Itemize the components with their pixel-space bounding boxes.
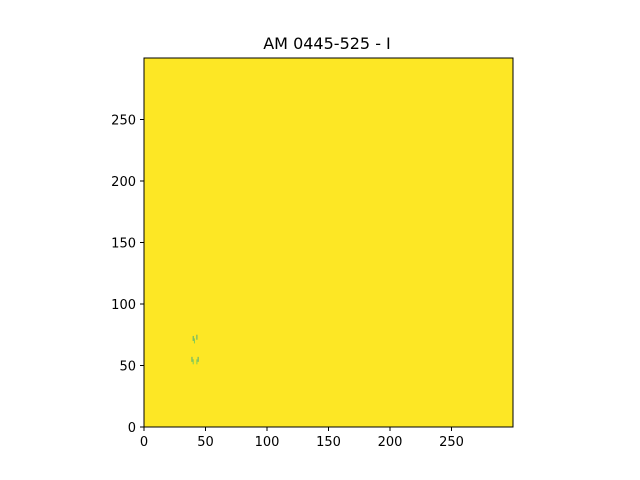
heatmap-feature-6	[196, 359, 198, 365]
y-tick-label-150: 150	[111, 237, 136, 252]
heatmap-image	[144, 58, 513, 427]
heatmap-feature-1	[196, 334, 198, 340]
heatmap-feature-4	[197, 356, 199, 362]
y-tick-label-0: 0	[128, 421, 136, 436]
x-tick-label-0: 0	[140, 435, 148, 450]
plot-area: 0 50 100 150 200 250 0 50 100 150 200 250	[111, 57, 514, 450]
heatmap-feature-5	[192, 359, 194, 365]
y-tick-label-50: 50	[119, 360, 136, 375]
x-tick-label-200: 200	[378, 435, 403, 450]
y-tick-label-250: 250	[111, 114, 136, 129]
heatmap-feature-3	[191, 356, 193, 362]
y-tick-label-200: 200	[111, 175, 136, 190]
y-tick-label-100: 100	[111, 298, 136, 313]
heatmap-feature-0	[192, 335, 194, 341]
chart-title: AM 0445-525 - I	[263, 34, 391, 53]
x-tick-label-150: 150	[316, 435, 341, 450]
x-tick-label-250: 250	[439, 435, 464, 450]
heatmap-feature-2	[193, 338, 195, 344]
x-tick-label-100: 100	[255, 435, 280, 450]
x-tick-label-50: 50	[197, 435, 214, 450]
